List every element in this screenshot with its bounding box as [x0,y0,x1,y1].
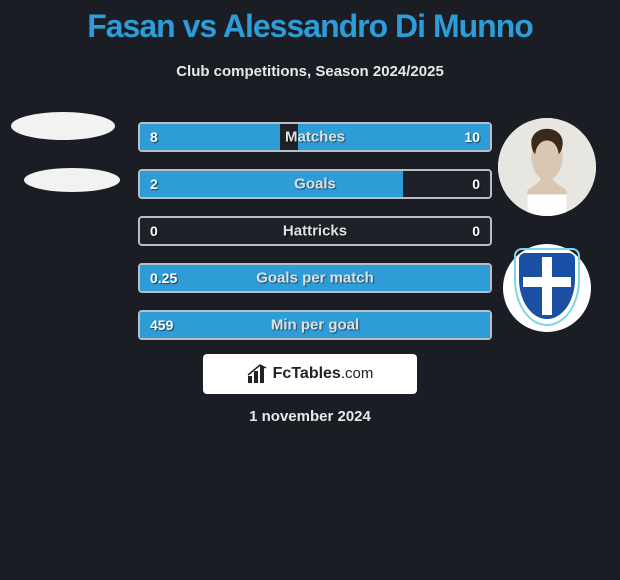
stat-fill-left [140,124,280,150]
avatar-icon [498,118,596,216]
player-right-photo [498,118,596,216]
brand-text: FcTables.com [273,365,374,383]
stat-label: Goals per match [256,270,374,287]
stat-value-left: 0 [150,223,158,239]
stat-value-right: 0 [472,176,480,192]
subtitle: Club competitions, Season 2024/2025 [0,63,620,80]
infographic-root: Fasan vs Alessandro Di Munno Club compet… [0,0,620,580]
page-title: Fasan vs Alessandro Di Munno [0,0,620,45]
stat-value-right: 0 [472,223,480,239]
novara-crest-icon [517,251,577,325]
stat-bar-hattricks: 0 Hattricks 0 [138,216,492,246]
brand-suffix: .com [341,365,374,382]
player-right-crest [503,244,591,332]
stat-label: Hattricks [283,223,347,240]
stat-label: Goals [294,176,336,193]
stat-bar-min-per-goal: 459 Min per goal [138,310,492,340]
stat-bar-matches: 8 Matches 10 [138,122,492,152]
player-left-column [8,112,118,192]
stat-value-right: 10 [464,129,480,145]
player-left-photo-placeholder [11,112,115,140]
stat-bar-goals-per-match: 0.25 Goals per match [138,263,492,293]
stat-bar-goals: 2 Goals 0 [138,169,492,199]
player-right-column [492,118,602,332]
brand-bars-icon [247,364,269,384]
stat-label: Matches [285,129,345,146]
stat-fill-left [140,171,403,197]
date-label: 1 november 2024 [0,408,620,425]
brand-badge: FcTables.com [203,354,417,394]
stat-value-left: 8 [150,129,158,145]
stats-bars: 8 Matches 10 2 Goals 0 0 Hattricks 0 0.2… [138,122,492,340]
stat-value-left: 0.25 [150,270,177,286]
brand-name: FcTables [273,365,341,382]
stat-label: Min per goal [271,317,359,334]
player-left-crest-placeholder [24,168,120,192]
stat-value-left: 2 [150,176,158,192]
stat-value-left: 459 [150,317,173,333]
